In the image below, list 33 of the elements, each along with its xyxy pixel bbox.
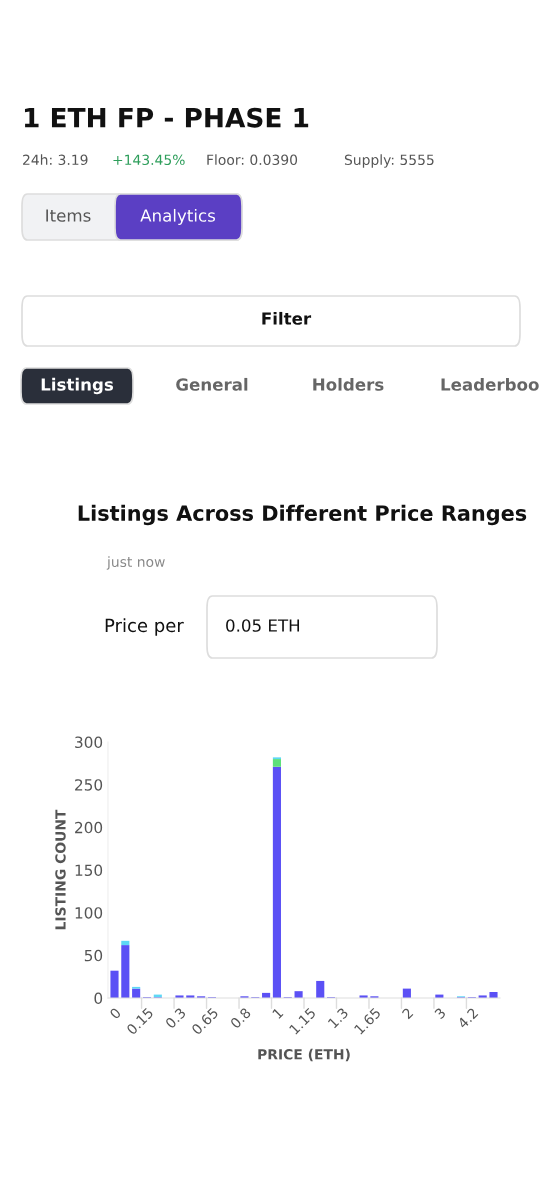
text: 24h: 3.19 xyxy=(23,154,88,166)
x-tick-label: 0.8 xyxy=(229,1007,252,1029)
y-tick-label: 0 xyxy=(94,992,103,1005)
x-tick-label: 0.3 xyxy=(164,1007,187,1029)
y-tick-label: 50 xyxy=(84,949,103,962)
text: 1 ETH FP - PHASE 1 xyxy=(24,107,309,128)
text: Price per xyxy=(105,618,184,636)
text: Filter xyxy=(262,311,312,325)
text: Listings xyxy=(41,377,114,395)
text: Holders xyxy=(313,377,384,391)
text: Items xyxy=(46,209,91,222)
x-tick-label: 3 xyxy=(434,1007,447,1020)
text: Analytics xyxy=(140,208,216,226)
text: 0.05 ETH xyxy=(226,619,300,632)
text: Floor: 0.0390 xyxy=(207,154,298,166)
y-tick-label: 200 xyxy=(75,821,103,834)
y-tick-label: 300 xyxy=(75,736,103,749)
y-axis-title: LISTING COUNT xyxy=(55,809,66,930)
y-tick-label: 250 xyxy=(75,779,103,791)
text: +143.45% xyxy=(113,154,185,166)
chart-subtitle: just now xyxy=(106,556,165,570)
x-tick-label: 0 xyxy=(109,1007,122,1020)
x-tick-label: 4.2 xyxy=(456,1007,479,1029)
x-tick-label: 1 xyxy=(272,1007,284,1019)
x-tick-label: 2 xyxy=(401,1007,414,1020)
text: Supply: 5555 xyxy=(344,154,434,168)
text: Leaderboo xyxy=(441,377,539,391)
y-tick-label: 150 xyxy=(75,864,103,877)
x-tick-label: 1.3 xyxy=(327,1007,349,1029)
chart-title: Listings Across Different Price Ranges xyxy=(78,504,527,526)
x-axis-title: PRICE (ETH) xyxy=(258,1048,350,1062)
y-tick-label: 100 xyxy=(75,907,103,919)
text: General xyxy=(176,377,248,391)
